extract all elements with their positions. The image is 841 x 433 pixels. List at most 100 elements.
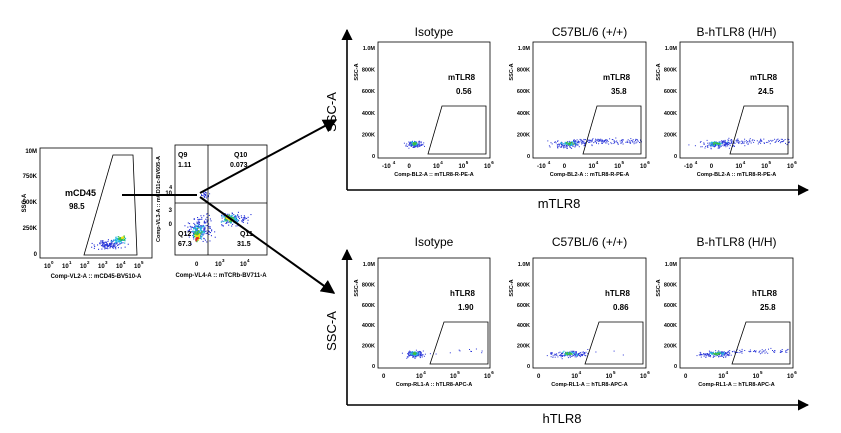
event-dot xyxy=(711,142,713,144)
event-dot xyxy=(709,143,711,145)
event-dot xyxy=(423,355,425,357)
event-dot xyxy=(637,140,639,142)
y-tick-label: 600K xyxy=(664,303,677,309)
event-dot xyxy=(233,214,235,216)
event-dot xyxy=(786,349,788,351)
event-dot xyxy=(548,145,550,147)
event-dot xyxy=(575,353,577,355)
event-dot xyxy=(703,353,705,354)
x-tick-label: 10 xyxy=(98,264,105,270)
event-dot xyxy=(550,352,552,354)
event-dot xyxy=(123,239,126,241)
event-dot xyxy=(106,243,108,245)
event-dot xyxy=(570,147,572,149)
event-dot xyxy=(225,218,227,220)
x-tick-label: 10 xyxy=(589,164,596,170)
event-dot xyxy=(111,245,113,247)
event-dot xyxy=(582,141,584,143)
x-tick-exponent: 0 xyxy=(51,260,54,265)
event-dot xyxy=(721,354,723,356)
event-dot xyxy=(410,351,412,353)
event-dot xyxy=(415,354,417,356)
event-dot xyxy=(726,141,728,143)
event-dot xyxy=(603,141,605,143)
event-dot xyxy=(417,144,419,146)
event-dot xyxy=(566,141,568,143)
event-dot xyxy=(111,240,113,242)
event-dot xyxy=(235,219,237,221)
event-dot xyxy=(611,139,613,140)
event-dot xyxy=(722,141,724,143)
event-dot xyxy=(220,221,223,223)
panel-frame xyxy=(679,257,794,369)
event-dot xyxy=(120,247,122,249)
event-dot xyxy=(459,350,461,352)
event-dot xyxy=(102,240,104,242)
event-dot xyxy=(116,243,118,245)
event-dot xyxy=(563,147,565,149)
event-dot xyxy=(780,138,782,140)
cd45-gate-name: mCD45 xyxy=(65,188,96,198)
event-dot xyxy=(247,216,249,218)
event-dot xyxy=(206,221,208,223)
event-dot xyxy=(124,242,126,244)
event-dot xyxy=(759,350,761,352)
event-dot xyxy=(104,246,106,248)
event-dot xyxy=(713,354,715,356)
event-dot xyxy=(602,140,604,142)
event-dot xyxy=(725,141,727,143)
event-dot xyxy=(566,147,568,149)
event-dot xyxy=(449,352,451,354)
event-dot xyxy=(612,139,614,141)
event-dot xyxy=(202,195,204,197)
event-dot xyxy=(552,355,554,357)
x-tick-label: 10 xyxy=(614,164,621,170)
event-dot xyxy=(566,145,568,147)
event-dot xyxy=(582,140,584,142)
event-dot xyxy=(238,219,240,221)
event-dot xyxy=(571,352,573,354)
y-tick-label: 200K xyxy=(664,132,677,138)
event-dot xyxy=(424,353,426,355)
event-dot xyxy=(560,354,562,356)
event-dot xyxy=(715,354,717,356)
event-dot xyxy=(202,234,204,236)
event-dot xyxy=(720,351,722,353)
event-dot xyxy=(718,353,720,355)
event-dot xyxy=(758,141,760,143)
panel-dots xyxy=(401,348,483,359)
event-dot xyxy=(416,354,418,356)
event-dot xyxy=(575,140,577,142)
event-dot xyxy=(723,357,725,358)
row-mtlr8-frame: SSC-A mTLR8 xyxy=(324,28,810,211)
event-dot xyxy=(571,142,573,144)
event-dot xyxy=(562,145,564,147)
event-dot xyxy=(636,139,638,140)
x-tick-exponent: 1 xyxy=(69,260,72,265)
event-dot xyxy=(720,142,722,144)
panel-gate-name: hTLR8 xyxy=(450,289,475,298)
event-dot xyxy=(576,141,578,143)
event-dot xyxy=(716,354,718,356)
event-dot xyxy=(558,146,560,148)
event-dot xyxy=(419,142,421,144)
event-dot xyxy=(412,355,414,356)
event-dot xyxy=(605,140,607,142)
event-dot xyxy=(737,139,739,141)
event-dot xyxy=(688,144,690,146)
event-dot xyxy=(750,351,752,352)
event-dot xyxy=(622,354,624,356)
event-dot xyxy=(237,214,239,216)
event-dot xyxy=(629,141,631,143)
event-dot xyxy=(717,143,719,145)
event-dot xyxy=(563,143,565,145)
event-dot xyxy=(193,234,195,236)
event-dot xyxy=(621,140,623,142)
row-mtlr8-group-label: mTLR8 xyxy=(538,196,581,211)
event-dot xyxy=(547,140,549,142)
event-dot xyxy=(727,351,729,353)
event-dot xyxy=(741,350,743,352)
event-dot xyxy=(116,242,118,244)
event-dot xyxy=(411,142,413,144)
